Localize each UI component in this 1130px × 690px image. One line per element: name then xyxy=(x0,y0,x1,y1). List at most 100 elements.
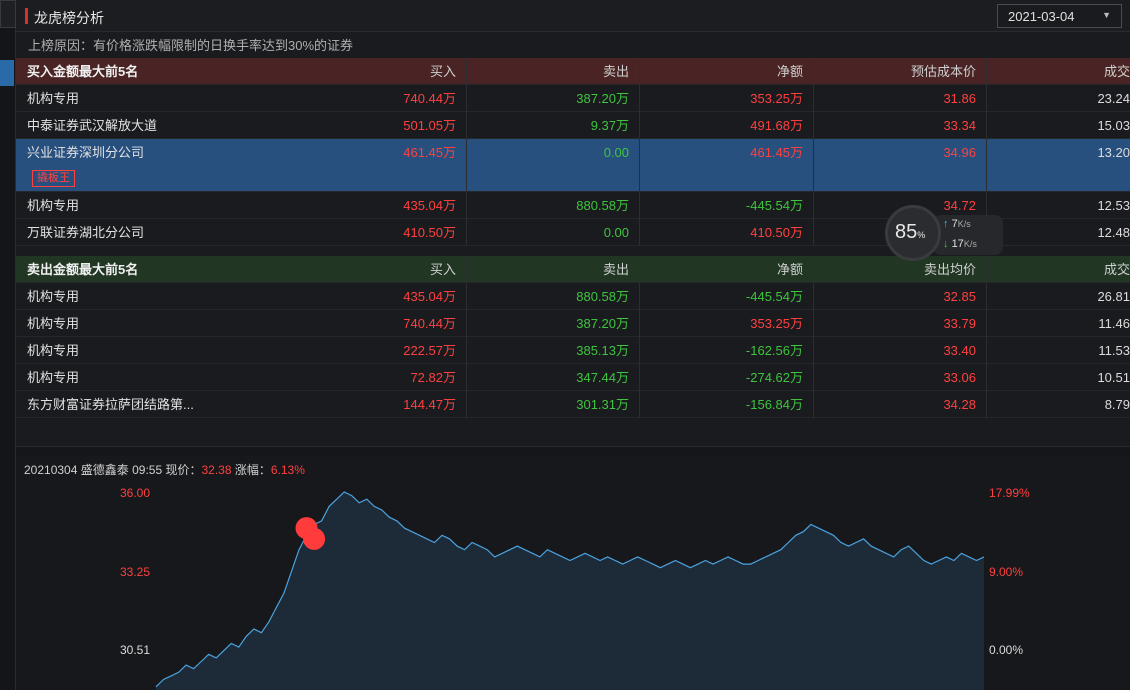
y-left-tick: 36.00 xyxy=(120,486,151,500)
buy-amount: 501.05万 xyxy=(294,112,467,139)
broker-name: 机构专用 xyxy=(27,198,80,213)
speed-pill xyxy=(933,215,1003,255)
y-right-tick: 9.00% xyxy=(989,565,1024,579)
column-header[interactable]: 卖出均价 xyxy=(814,256,987,283)
column-header[interactable]: 预估成本价 xyxy=(814,58,987,85)
sidebar-tab[interactable] xyxy=(0,0,16,28)
left-sidebar xyxy=(0,0,16,690)
column-header[interactable]: 买入 xyxy=(294,256,467,283)
date-select[interactable]: 2021-03-04 ▼ xyxy=(997,4,1122,28)
chart-stock-name: 盛德鑫泰 xyxy=(80,463,129,477)
buy-amount: 461.45万 xyxy=(294,139,467,192)
arrow-up-icon: ↑ xyxy=(943,218,949,230)
net-amount: -156.84万 xyxy=(640,391,814,418)
buy-amount: 72.82万 xyxy=(294,364,467,391)
broker-name: 机构专用 xyxy=(27,316,80,331)
column-header: 买入金额最大前5名 xyxy=(27,64,139,79)
y-right-tick: 17.99% xyxy=(989,486,1030,500)
table-row[interactable]: 机构专用 740.44万 387.20万 353.25万 31.86 23.24 xyxy=(16,85,1130,112)
table-row[interactable]: 东方财富证券拉萨团结路第... 144.47万 301.31万 -156.84万… xyxy=(16,391,1130,418)
upload-speed: ↑ 7K/s xyxy=(943,218,971,230)
buy-amount: 222.57万 xyxy=(294,337,467,364)
chart-change-label: 涨幅： xyxy=(234,463,271,477)
turnover: 26.81 xyxy=(1097,289,1130,304)
y-left-tick: 30.51 xyxy=(120,643,151,657)
turnover: 12.48 xyxy=(1097,225,1130,240)
speed-unit: K/s xyxy=(957,219,971,229)
buy-table-header: 买入金额最大前5名 买入 卖出 净额 预估成本价 成交 xyxy=(16,58,1130,85)
network-speed-widget[interactable]: 85% ↑ 7K/s ↓ 17K/s xyxy=(885,205,1003,261)
arrow-down-icon: ↓ xyxy=(943,238,949,250)
usage-percent-value: 85 xyxy=(895,221,918,243)
chart-date: 20210304 xyxy=(24,463,78,477)
avg-sell-price: 33.40 xyxy=(814,337,987,364)
sell-amount: 880.58万 xyxy=(467,192,640,219)
table-row[interactable]: 机构专用 222.57万 385.13万 -162.56万 33.40 11.5… xyxy=(16,337,1130,364)
table-row[interactable]: 机构专用 740.44万 387.20万 353.25万 33.79 11.46 xyxy=(16,310,1130,337)
buy-amount: 435.04万 xyxy=(294,283,467,310)
sell-amount: 880.58万 xyxy=(467,283,640,310)
net-amount: -445.54万 xyxy=(640,192,814,219)
price-area xyxy=(156,492,984,690)
speed-unit: K/s xyxy=(963,239,977,249)
column-header[interactable]: 卖出 xyxy=(467,256,640,283)
table-row[interactable]: 中泰证券武汉解放大道 501.05万 9.37万 491.68万 33.34 1… xyxy=(16,112,1130,139)
price-chart[interactable] xyxy=(16,456,1130,690)
broker-name-text: 兴业证券深圳分公司 xyxy=(27,145,145,160)
sell-amount: 0.00 xyxy=(467,139,640,192)
avg-sell-price: 34.28 xyxy=(814,391,987,418)
net-amount: 410.50万 xyxy=(640,219,814,246)
buy-amount: 410.50万 xyxy=(294,219,467,246)
usage-percent-unit: % xyxy=(917,230,926,240)
column-header[interactable]: 卖出 xyxy=(467,58,640,85)
turnover: 12.53 xyxy=(1097,198,1130,213)
trade-markers xyxy=(295,517,326,550)
sidebar-selected-indicator xyxy=(0,60,14,86)
sell-amount: 301.31万 xyxy=(467,391,640,418)
page-title: 龙虎榜分析 xyxy=(34,10,104,26)
table-row[interactable]: 万联证券湖北分公司 410.50万 0.00 410.50万 12.48 xyxy=(16,219,1130,246)
table-row-selected[interactable]: 兴业证券深圳分公司 撬板王 461.45万 0.00 461.45万 34.96… xyxy=(16,139,1130,192)
trade-marker-1[interactable] xyxy=(303,527,326,550)
sell-table-header: 卖出金额最大前5名 买入 卖出 净额 卖出均价 成交 xyxy=(16,256,1130,283)
table-row[interactable]: 机构专用 435.04万 880.58万 -445.54万 34.72 12.5… xyxy=(16,192,1130,219)
net-amount: 491.68万 xyxy=(640,112,814,139)
column-header[interactable]: 买入 xyxy=(294,58,467,85)
broker-name: 东方财富证券拉萨团结路第... xyxy=(27,397,194,412)
usage-ring xyxy=(885,205,941,261)
column-header[interactable]: 净额 xyxy=(640,256,814,283)
turnover: 13.20 xyxy=(1097,145,1130,160)
chart-info: 20210304 盛德鑫泰 09:55 现价：32.38 涨幅：6.13% xyxy=(24,461,305,478)
cost-price: 31.86 xyxy=(814,85,987,112)
turnover: 8.79 xyxy=(1104,397,1130,412)
buy-amount: 740.44万 xyxy=(294,310,467,337)
price-line xyxy=(155,491,985,688)
sell-amount: 385.13万 xyxy=(467,337,640,364)
cost-price: 34.72 xyxy=(814,192,987,219)
table-row[interactable]: 机构专用 72.82万 347.44万 -274.62万 33.06 10.51 xyxy=(16,364,1130,391)
avg-sell-price: 32.85 xyxy=(814,283,987,310)
table-row[interactable]: 机构专用 435.04万 880.58万 -445.54万 32.85 26.8… xyxy=(16,283,1130,310)
net-amount: 461.45万 xyxy=(640,139,814,192)
column-header[interactable]: 成交 xyxy=(1103,262,1130,277)
broker-name: 兴业证券深圳分公司 撬板王 xyxy=(16,139,294,192)
date-value: 2021-03-04 xyxy=(1008,9,1075,24)
broker-name: 中泰证券武汉解放大道 xyxy=(27,118,158,133)
net-amount: -162.56万 xyxy=(640,337,814,364)
sell-amount: 0.00 xyxy=(467,219,640,246)
column-header[interactable]: 成交 xyxy=(1103,64,1130,79)
broker-tag-badge[interactable]: 撬板王 xyxy=(32,170,75,187)
buy-amount: 740.44万 xyxy=(294,85,467,112)
turnover: 15.03 xyxy=(1097,118,1130,133)
download-speed-value: 17 xyxy=(951,238,964,250)
turnover: 11.46 xyxy=(1098,316,1130,331)
column-header[interactable]: 净额 xyxy=(640,58,814,85)
panel-divider xyxy=(16,446,1130,456)
cost-price: 33.34 xyxy=(814,112,987,139)
broker-name: 万联证券湖北分公司 xyxy=(27,225,145,240)
chevron-down-icon[interactable]: ▼ xyxy=(1102,10,1111,20)
chart-change: 6.13% xyxy=(270,463,305,477)
sell-amount: 387.20万 xyxy=(467,85,640,112)
title-accent xyxy=(25,8,28,24)
turnover: 11.53 xyxy=(1098,343,1130,358)
